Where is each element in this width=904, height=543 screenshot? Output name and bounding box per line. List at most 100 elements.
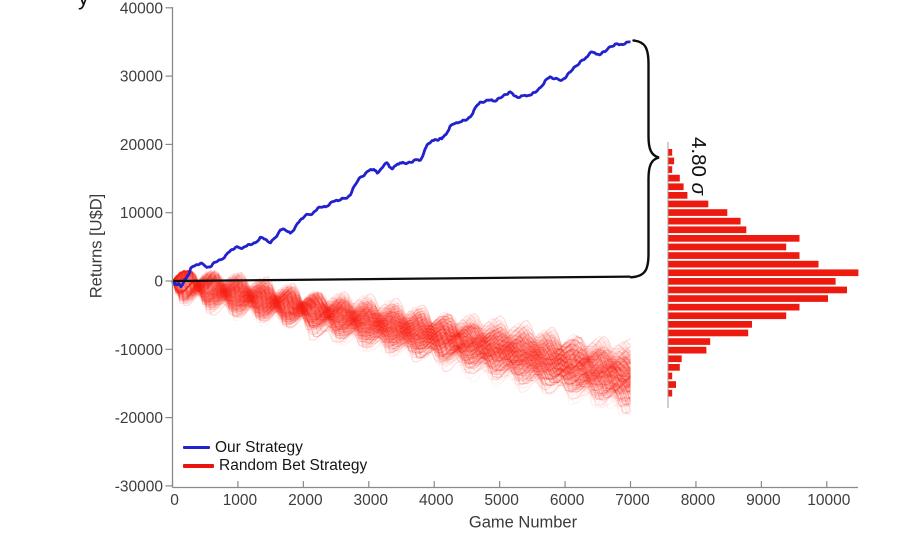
random-bet-path xyxy=(172,270,631,372)
y-tick-label: 10000 xyxy=(120,205,163,222)
random-bet-path xyxy=(172,272,632,376)
random-bet-path xyxy=(172,271,631,382)
random-bet-path xyxy=(172,271,631,358)
random-bet-path xyxy=(172,276,631,371)
random-bet-path xyxy=(172,270,631,355)
random-bet-path xyxy=(172,280,631,388)
random-bet-path xyxy=(172,271,631,381)
random-bet-path xyxy=(172,270,631,379)
random-bet-path xyxy=(172,269,631,374)
random-bet-path xyxy=(172,271,631,363)
random-bet-path xyxy=(171,280,631,408)
random-bet-path xyxy=(172,269,631,369)
random-bet-path xyxy=(171,280,631,363)
cropped-title-fragment: y xyxy=(78,0,89,11)
histogram-bar xyxy=(668,355,682,363)
histogram-bar xyxy=(668,226,747,234)
random-bet-path xyxy=(172,270,631,378)
random-bet-path xyxy=(172,269,631,362)
random-bet-path xyxy=(172,278,631,382)
random-bet-path xyxy=(171,279,631,372)
random-bet-path xyxy=(172,278,631,395)
random-bet-path xyxy=(172,280,631,383)
random-bet-path xyxy=(172,273,632,372)
random-bet-path xyxy=(172,274,632,413)
random-bet-path xyxy=(172,272,632,382)
random-bet-path xyxy=(172,269,631,373)
random-bet-path xyxy=(172,280,631,398)
random-bet-path xyxy=(172,280,631,395)
random-bet-path xyxy=(172,276,631,383)
random-bet-path xyxy=(172,271,632,367)
our-strategy-line xyxy=(171,40,631,289)
histogram-bar xyxy=(668,252,800,259)
random-bet-path xyxy=(172,270,631,390)
random-bet-path xyxy=(172,274,631,381)
random-bet-path xyxy=(172,280,631,394)
random-bet-path xyxy=(172,270,631,355)
random-bet-path xyxy=(172,280,631,393)
random-bet-path xyxy=(172,270,631,378)
random-bet-path xyxy=(172,270,631,376)
random-bet-path xyxy=(172,280,631,372)
random-bet-path xyxy=(172,280,631,375)
histogram-bar xyxy=(668,312,787,320)
random-bet-path xyxy=(172,280,631,379)
random-bet-path xyxy=(172,280,631,377)
random-bet-path xyxy=(171,280,631,400)
random-bet-path xyxy=(171,280,631,383)
random-bet-path xyxy=(172,280,631,415)
random-bet-path xyxy=(171,280,631,363)
random-bet-path xyxy=(171,280,631,382)
random-bet-path xyxy=(172,269,631,365)
random-bet-path xyxy=(172,271,632,385)
random-bet-path xyxy=(172,269,631,382)
random-bet-path xyxy=(172,270,631,398)
random-bet-path xyxy=(171,279,631,395)
random-bet-path xyxy=(172,280,631,399)
random-bet-path xyxy=(172,280,631,384)
random-bet-path xyxy=(172,270,632,357)
random-bet-path xyxy=(172,280,631,389)
random-bet-path xyxy=(172,277,631,405)
random-bet-path xyxy=(172,275,631,393)
random-bet-path xyxy=(172,271,631,380)
random-bet-path xyxy=(172,269,631,364)
random-bet-path xyxy=(172,270,631,361)
random-bet-path xyxy=(172,278,631,377)
random-bet-path xyxy=(172,272,632,395)
random-bet-path xyxy=(172,271,632,361)
random-bet-path xyxy=(171,279,631,403)
random-bet-path xyxy=(172,280,631,405)
random-bet-path xyxy=(172,270,632,384)
random-bet-path xyxy=(172,269,631,374)
random-bet-path xyxy=(172,270,631,360)
x-tick-label: 1000 xyxy=(223,492,258,509)
random-bet-path xyxy=(171,280,631,394)
random-bet-path xyxy=(172,280,631,409)
random-bet-path xyxy=(172,273,632,381)
sigma-annotation-symbol: σ xyxy=(687,182,710,195)
random-bet-path xyxy=(172,271,632,374)
random-bet-path xyxy=(172,270,631,379)
random-bet-path xyxy=(171,280,631,377)
y-axis-label: Returns [U$D] xyxy=(87,193,106,299)
random-bet-path xyxy=(172,270,631,376)
random-bet-path xyxy=(172,269,631,371)
random-bet-path xyxy=(172,280,631,415)
random-bet-path xyxy=(172,280,631,402)
random-bet-path xyxy=(172,277,631,380)
random-bet-path xyxy=(171,280,631,369)
random-bet-path xyxy=(172,271,632,381)
random-bet-path xyxy=(172,271,631,369)
sigma-annotation-value: 4.80 xyxy=(687,137,710,177)
histogram-bar xyxy=(668,389,673,397)
random-bet-path xyxy=(172,278,631,372)
x-tick-label: 5000 xyxy=(484,492,519,509)
random-bet-path xyxy=(172,280,631,372)
random-bet-path xyxy=(171,280,631,408)
random-bet-path xyxy=(172,270,631,390)
random-bet-path xyxy=(172,277,631,386)
random-bet-path xyxy=(172,280,631,395)
